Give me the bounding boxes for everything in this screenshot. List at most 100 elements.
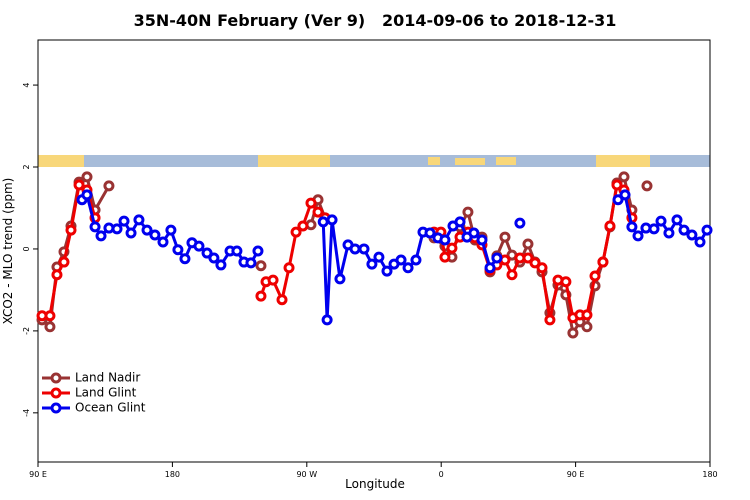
- point: [454, 216, 466, 228]
- point: [626, 221, 638, 233]
- point: [165, 224, 177, 236]
- point: [267, 274, 279, 286]
- point: [604, 220, 616, 232]
- point: [305, 197, 317, 209]
- point: [334, 273, 346, 285]
- point: [58, 256, 70, 268]
- series-line: [433, 175, 634, 335]
- point: [215, 259, 227, 271]
- point: [395, 254, 407, 266]
- point: [468, 227, 480, 239]
- point: [522, 252, 534, 264]
- y-tick-label: 0: [22, 246, 31, 251]
- point: [663, 227, 675, 239]
- point: [89, 221, 101, 233]
- y-tick-label: -2: [22, 327, 31, 335]
- point: [103, 180, 115, 192]
- point: [208, 252, 220, 264]
- point: [581, 309, 593, 321]
- point: [255, 260, 267, 272]
- point: [589, 270, 601, 282]
- point: [476, 234, 488, 246]
- point: [125, 227, 137, 239]
- land-band: [496, 157, 516, 165]
- point: [111, 223, 123, 235]
- y-tick-label: 2: [22, 164, 31, 169]
- x-axis-label: Longitude: [345, 477, 405, 491]
- x-tick-label: 0: [439, 470, 444, 479]
- x-tick-label: 90 W: [296, 470, 317, 479]
- point: [671, 214, 683, 226]
- point: [567, 327, 579, 339]
- x-tick-label: 180: [702, 470, 717, 479]
- point: [141, 224, 153, 236]
- point: [255, 290, 267, 302]
- point: [424, 227, 436, 239]
- point: [193, 240, 205, 252]
- point: [252, 245, 264, 257]
- y-axis-label: XCO2 - MLO trend (ppm): [1, 178, 15, 325]
- legend-label: Land Glint: [75, 386, 137, 400]
- point: [410, 254, 422, 266]
- land-band: [428, 157, 440, 165]
- point: [655, 215, 667, 227]
- legend-label: Ocean Glint: [75, 401, 146, 415]
- point: [522, 238, 534, 250]
- point: [95, 230, 107, 242]
- land-band: [258, 155, 330, 167]
- point: [366, 258, 378, 270]
- point: [701, 224, 713, 236]
- point: [172, 244, 184, 256]
- point: [678, 224, 690, 236]
- plot-frame: [37, 39, 711, 463]
- land-band: [455, 158, 485, 165]
- point: [446, 242, 458, 254]
- point: [245, 257, 257, 269]
- point: [51, 269, 63, 281]
- surface-strip: [38, 155, 710, 167]
- series-line: [434, 183, 634, 322]
- point: [321, 314, 333, 326]
- point: [381, 265, 393, 277]
- point: [694, 236, 706, 248]
- point: [618, 171, 630, 183]
- point: [231, 245, 243, 257]
- point: [44, 321, 56, 333]
- point: [597, 256, 609, 268]
- point: [402, 262, 414, 274]
- point: [118, 215, 130, 227]
- point: [612, 194, 624, 206]
- legend-marker: [50, 372, 62, 384]
- point: [581, 321, 593, 333]
- x-tick-label: 180: [165, 470, 180, 479]
- y-tick-label: 4: [22, 83, 31, 88]
- legend-marker: [50, 387, 62, 399]
- point: [506, 269, 518, 281]
- x-tick-label: 90 E: [567, 470, 585, 479]
- y-tick-label: -4: [22, 409, 31, 417]
- point: [544, 314, 556, 326]
- point: [317, 216, 329, 228]
- series: [76, 189, 713, 326]
- point: [536, 262, 548, 274]
- point: [201, 247, 213, 259]
- point: [462, 206, 474, 218]
- point: [641, 180, 653, 192]
- point: [297, 220, 309, 232]
- point: [81, 171, 93, 183]
- point: [358, 243, 370, 255]
- point: [514, 217, 526, 229]
- point: [349, 243, 361, 255]
- point: [491, 252, 503, 264]
- point: [326, 214, 338, 226]
- point: [686, 229, 698, 241]
- point: [44, 310, 56, 322]
- point: [65, 224, 77, 236]
- land-band: [596, 155, 650, 167]
- point: [312, 206, 324, 218]
- point: [276, 294, 288, 306]
- point: [133, 214, 145, 226]
- point: [648, 223, 660, 235]
- series-line: [259, 201, 326, 302]
